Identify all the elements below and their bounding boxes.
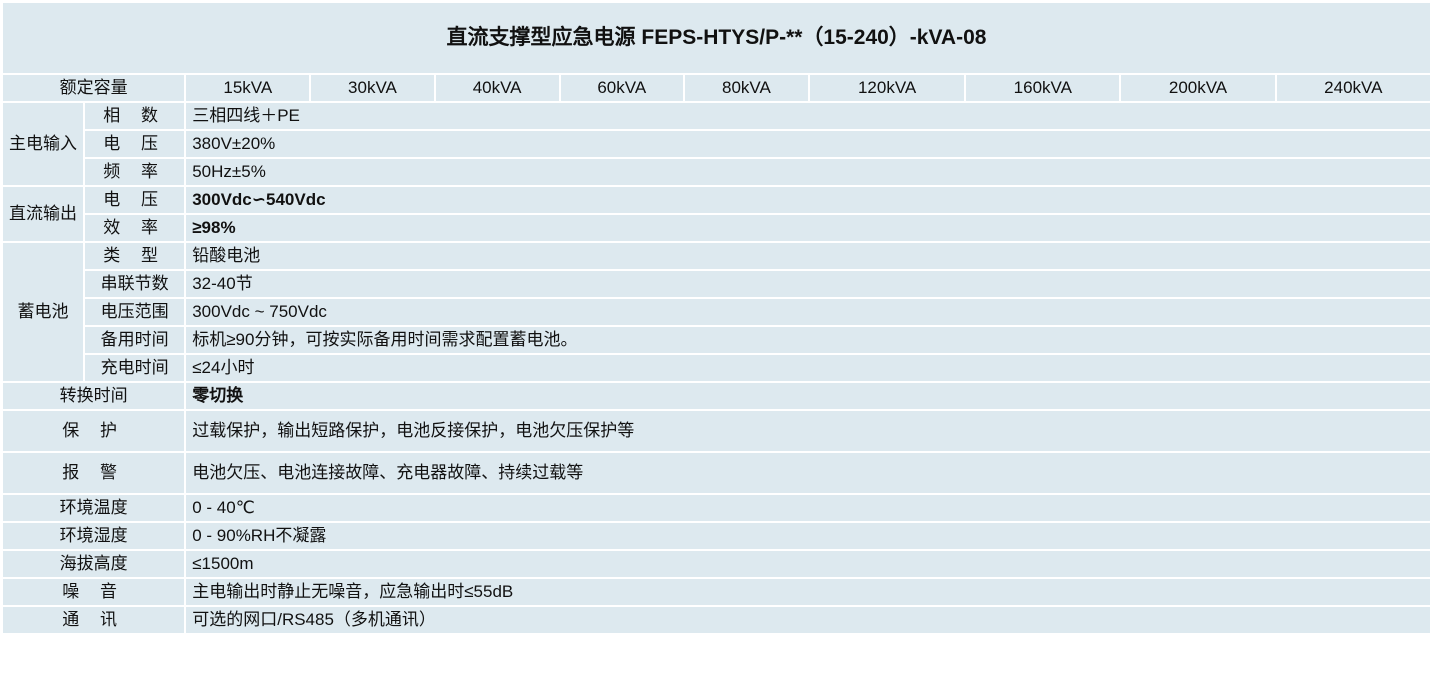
row-value: 过载保护，输出短路保护，电池反接保护，电池欠压保护等 (184, 409, 1432, 453)
table-row: 蓄电池 类 型 铅酸电池 (0, 241, 1432, 383)
table-row: 保 护 过载保护，输出短路保护，电池反接保护，电池欠压保护等 (0, 409, 1432, 453)
row-value: 0 - 90%RH不凝露 (184, 521, 1432, 551)
group-label-dc-output: 直流输出 (0, 185, 86, 243)
row-value: ≥98% (184, 213, 1432, 243)
row-label: 转换时间 (0, 381, 187, 411)
table-row: 噪 音 主电输出时静止无噪音，应急输出时≤55dB (0, 577, 1432, 607)
table-row: 频 率 50Hz±5% (2, 157, 1432, 187)
capacity-cell: 80kVA (682, 73, 811, 103)
capacity-cell: 40kVA (433, 73, 561, 103)
row-value: 50Hz±5% (184, 157, 1432, 187)
row-value: 300Vdc∽540Vdc (184, 185, 1432, 215)
row-value: ≤1500m (184, 549, 1432, 579)
group-label-battery: 蓄电池 (0, 241, 86, 383)
row-value: 380V±20% (184, 129, 1432, 159)
row-label: 电 压 (83, 129, 187, 159)
row-value: 电池欠压、电池连接故障、充电器故障、持续过载等 (184, 451, 1432, 495)
table-row: 备用时间 标机≥90分钟，可按实际备用时间需求配置蓄电池。 (2, 325, 1432, 355)
row-label: 电压范围 (83, 297, 187, 327)
table-row: 环境温度 0 - 40℃ (0, 493, 1432, 523)
row-value: 三相四线＋PE (184, 101, 1432, 131)
row-label: 环境温度 (0, 493, 187, 523)
row-label: 频 率 (83, 157, 187, 187)
row-value: 零切换 (184, 381, 1432, 411)
row-label: 环境湿度 (0, 521, 187, 551)
table-row: 直流输出 电 压 300Vdc∽540Vdc (0, 185, 1432, 243)
table-row: 通 讯 可选的网口/RS485（多机通讯） (0, 605, 1432, 635)
row-value: 32-40节 (184, 269, 1432, 299)
table-row: 充电时间 ≤24小时 (2, 353, 1432, 383)
row-value: ≤24小时 (184, 353, 1432, 383)
row-label: 类 型 (83, 241, 187, 271)
table-row: 报 警 电池欠压、电池连接故障、充电器故障、持续过载等 (0, 451, 1432, 495)
capacity-cell: 15kVA (184, 73, 312, 103)
row-value: 标机≥90分钟，可按实际备用时间需求配置蓄电池。 (184, 325, 1432, 355)
capacity-row: 额定容量 15kVA 30kVA 40kVA 60kVA 80kVA 120kV… (0, 73, 1433, 103)
capacity-cell: 120kVA (807, 73, 967, 103)
table-row: 串联节数 32-40节 (2, 269, 1432, 299)
row-label: 串联节数 (83, 269, 187, 299)
spec-table: 直流支撑型应急电源 FEPS-HTYS/P-**（15-240）-kVA-08 … (0, 1, 1433, 635)
row-label: 备用时间 (83, 325, 187, 355)
table-row: 电 压 380V±20% (2, 129, 1432, 159)
capacity-cell: 30kVA (309, 73, 436, 103)
row-value: 主电输出时静止无噪音，应急输出时≤55dB (184, 577, 1432, 607)
row-value: 300Vdc ~ 750Vdc (184, 297, 1432, 327)
row-label: 海拔高度 (0, 549, 187, 579)
row-label: 噪 音 (0, 577, 187, 607)
table-row: 效 率 ≥98% (2, 213, 1432, 243)
capacity-cell: 160kVA (964, 73, 1122, 103)
row-value: 铅酸电池 (184, 241, 1432, 271)
row-label: 电 压 (83, 185, 187, 215)
row-label: 报 警 (0, 451, 187, 495)
table-row: 转换时间 零切换 (0, 381, 1432, 411)
row-label: 充电时间 (83, 353, 187, 383)
row-label: 通 讯 (0, 605, 187, 635)
row-label: 相 数 (83, 101, 187, 131)
row-value: 0 - 40℃ (184, 493, 1432, 523)
capacity-cell: 60kVA (558, 73, 685, 103)
table-row: 电压范围 300Vdc ~ 750Vdc (2, 297, 1432, 327)
row-label: 保 护 (0, 409, 187, 453)
capacity-cell: 200kVA (1119, 73, 1277, 103)
table-row: 主电输入 相 数 三相四线＋PE (0, 101, 1432, 187)
table-row: 海拔高度 ≤1500m (0, 549, 1432, 579)
row-value: 可选的网口/RS485（多机通讯） (184, 605, 1432, 635)
row-label: 效 率 (83, 213, 187, 243)
row-label: 额定容量 (0, 73, 187, 103)
table-title: 直流支撑型应急电源 FEPS-HTYS/P-**（15-240）-kVA-08 (1, 1, 1432, 75)
group-label-main-input: 主电输入 (0, 101, 86, 187)
table-row: 环境湿度 0 - 90%RH不凝露 (0, 521, 1432, 551)
capacity-cell: 240kVA (1274, 73, 1433, 103)
